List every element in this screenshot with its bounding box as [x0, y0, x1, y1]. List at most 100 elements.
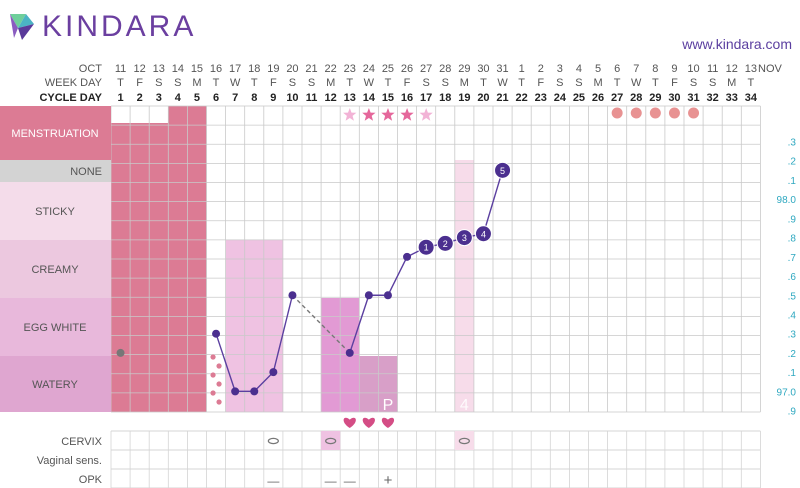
fluid-level-label: CREAMY: [31, 264, 79, 276]
temp-axis-label: .7: [788, 253, 797, 264]
star-icon: [400, 108, 414, 121]
month-label: OCT: [79, 63, 103, 75]
temp-axis-label: .1: [788, 368, 797, 379]
temperature-point: [364, 291, 373, 300]
date-label: 21: [305, 63, 317, 75]
temp-axis-label: 98.0: [777, 195, 797, 206]
peak-day-label: 3: [441, 397, 450, 414]
cervix-cell: [321, 431, 341, 450]
fluid-band-1: [0, 160, 111, 182]
temperature-point: [383, 291, 392, 300]
weekday-label: T: [117, 77, 124, 89]
cycle-day-label: 6: [213, 92, 219, 104]
dot-marker: [688, 107, 700, 119]
cervix-mark-icon: [267, 437, 279, 445]
temperature-point: [231, 387, 240, 396]
cervix-mark-icon: [325, 437, 337, 445]
temperature-point-label: 1: [424, 243, 429, 253]
cycle-day-label: 17: [420, 92, 432, 104]
date-label: 10: [687, 63, 699, 75]
date-label: 14: [172, 63, 184, 75]
weekday-label: S: [442, 77, 449, 89]
cycle-day-label: 5: [194, 92, 200, 104]
temperature-segment: [253, 371, 274, 392]
fluid-bar: [454, 160, 474, 412]
weekday-label: T: [747, 77, 754, 89]
fluid-level-label: MENSTRUATION: [11, 128, 98, 140]
temp-axis-label: .4: [788, 310, 797, 321]
menstruation-bar: [149, 123, 169, 412]
cycle-day-label: 8: [251, 92, 257, 104]
date-label: 3: [557, 63, 563, 75]
date-label: 25: [382, 63, 394, 75]
temperature-point: [269, 368, 278, 377]
cycle-day-label: 7: [232, 92, 238, 104]
temperature-point: [288, 291, 297, 300]
date-label: 2: [538, 63, 544, 75]
date-label: 28: [439, 63, 451, 75]
date-label: 12: [134, 63, 146, 75]
temperature-segment: [215, 333, 236, 392]
temp-axis-label: .8: [788, 234, 797, 245]
date-label: 4: [576, 63, 582, 75]
dot-marker: [611, 107, 623, 119]
cycle-day-label: 1: [117, 92, 123, 104]
date-label: 11: [115, 63, 126, 75]
temp-axis-label: .9: [788, 407, 797, 418]
weekday-label: M: [460, 77, 469, 89]
cycle-day-row-label: CYCLE DAY: [39, 92, 102, 104]
temp-axis-label: .1: [788, 176, 797, 187]
temperature-point: [436, 234, 454, 252]
cycle-day-label: 21: [496, 92, 508, 104]
cycle-day-label: 19: [458, 92, 470, 104]
cycle-day-label: 25: [573, 92, 585, 104]
heart-icon: [343, 417, 356, 428]
cycle-day-label: 31: [687, 92, 699, 104]
weekday-label: S: [556, 77, 563, 89]
opk-mark: +: [384, 472, 393, 488]
brand-name: KINDARA: [42, 10, 197, 43]
opk-mark: —: [267, 474, 279, 488]
cycle-day-label: 13: [344, 92, 356, 104]
dot-marker: [668, 107, 680, 119]
temperature-segment: [482, 170, 504, 234]
temp-axis-label: .5: [788, 291, 797, 302]
temp-axis-label: .3: [788, 330, 797, 341]
weekday-label: S: [174, 77, 181, 89]
fluid-band-4: [0, 298, 111, 356]
date-label: 12: [726, 63, 738, 75]
date-label: 26: [401, 63, 413, 75]
weekday-label: S: [308, 77, 315, 89]
date-label: 7: [633, 63, 639, 75]
date-label: 13: [745, 63, 757, 75]
fluid-bar: [378, 356, 398, 412]
spotting-dot: [216, 399, 222, 405]
weekday-label: T: [518, 77, 525, 89]
star-icon: [343, 108, 357, 121]
temperature-point: [250, 387, 259, 396]
temp-axis-label: .6: [788, 272, 797, 283]
spotting-dot: [216, 363, 222, 369]
peak-day-label: P: [383, 397, 394, 414]
cycle-day-label: 3: [156, 92, 162, 104]
weekday-label: S: [575, 77, 582, 89]
website-link[interactable]: www.kindara.com: [682, 36, 792, 52]
cycle-day-label: 9: [270, 92, 276, 104]
weekday-label: W: [497, 77, 508, 89]
temperature-point-label: 5: [500, 166, 505, 176]
date-label: 5: [595, 63, 601, 75]
cycle-day-label: 24: [554, 92, 567, 104]
date-label: 16: [210, 63, 222, 75]
peak-day-label: 1: [403, 397, 412, 414]
cycle-day-label: 33: [726, 92, 738, 104]
fluid-bar: [359, 356, 379, 412]
temperature-point-label: 2: [443, 239, 448, 249]
cycle-day-label: 11: [306, 92, 318, 104]
cycle-day-label: 23: [535, 92, 547, 104]
temperature-point: [403, 252, 412, 261]
peak-day-label: 2: [422, 397, 431, 414]
weekday-label: S: [289, 77, 296, 89]
weekday-label: T: [480, 77, 487, 89]
temp-axis-label: .2: [788, 349, 797, 360]
